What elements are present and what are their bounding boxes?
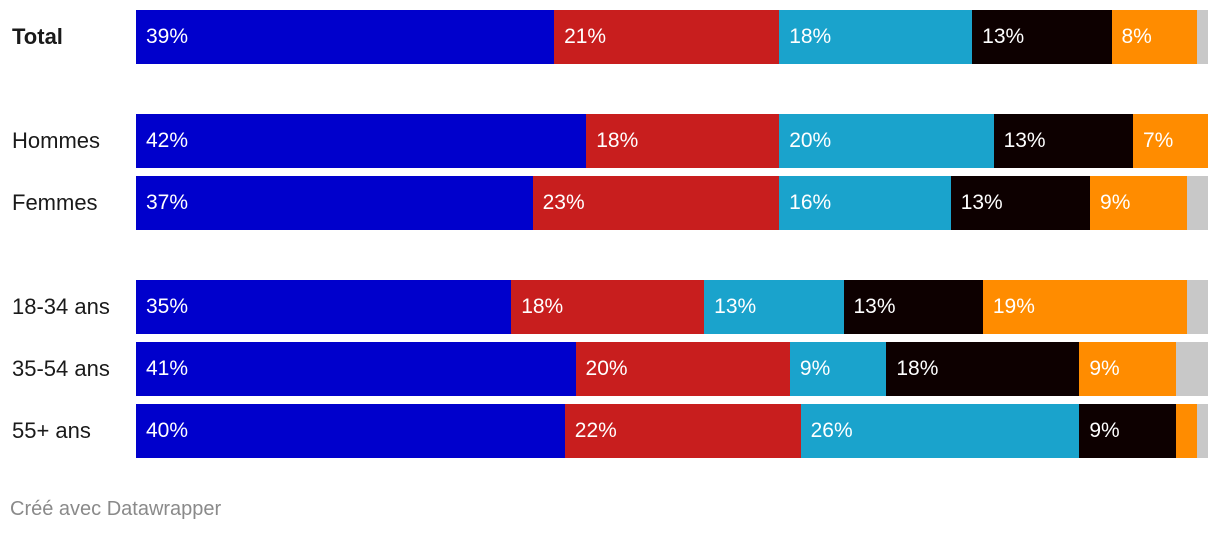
data-label: 13%: [960, 191, 1003, 214]
bar-segment: 20%: [575, 342, 790, 396]
bar-segment: 23%: [532, 176, 780, 230]
data-label: 20%: [585, 357, 628, 380]
bar-segment: 35%: [136, 280, 512, 334]
data-label: 19%: [992, 295, 1035, 318]
bar-segment: 22%: [564, 404, 801, 458]
bar-segment: 40%: [136, 404, 565, 458]
bar-row: 55+ ans 40% 22% 26% 9%: [0, 404, 1220, 458]
data-label: 18%: [789, 25, 832, 48]
bar-segment: 26%: [800, 404, 1080, 458]
bar-segment: 21%: [554, 10, 780, 64]
data-label: 13%: [714, 295, 757, 318]
bar-segment: 16%: [779, 176, 951, 230]
data-label: 16%: [789, 191, 832, 214]
data-label: 18%: [521, 295, 564, 318]
data-label: 37%: [146, 191, 189, 214]
data-label: 18%: [596, 129, 639, 152]
bar-segment: 18%: [779, 10, 973, 64]
bar-segment: 9%: [789, 342, 887, 396]
row-label: 55+ ans: [12, 418, 91, 443]
data-label: 7%: [1142, 129, 1174, 152]
bar-segment: 39%: [136, 10, 555, 64]
row-label: Femmes: [12, 190, 98, 215]
row-label: 18-34 ans: [12, 294, 110, 319]
bar-segment: 13%: [704, 280, 844, 334]
bar-segment: [1197, 404, 1208, 458]
bar-segment: [1175, 404, 1198, 458]
bar-segment: 8%: [1111, 10, 1198, 64]
bar-segment: [1186, 280, 1208, 334]
row-label: 35-54 ans: [12, 356, 110, 381]
stacked-bar: 35% 18% 13% 13% 19%: [136, 280, 1208, 334]
data-label: 9%: [1089, 357, 1120, 380]
data-label: 13%: [853, 295, 896, 318]
bar-row: Total 39% 21% 18% 13% 8%: [0, 10, 1220, 64]
data-label: 22%: [574, 419, 617, 442]
data-label: 13%: [1003, 129, 1046, 152]
stacked-bar: 37% 23% 16% 13% 9%: [136, 176, 1208, 230]
bar-segment: 9%: [1079, 342, 1176, 396]
bar-segment: 13%: [843, 280, 983, 334]
stacked-bar: 39% 21% 18% 13% 8%: [136, 10, 1208, 64]
data-label: 21%: [564, 25, 607, 48]
bar-row: Hommes 42% 18% 20% 13% 7%: [0, 114, 1220, 168]
bar-segment: 41%: [136, 342, 576, 396]
bar-segment: 13%: [993, 114, 1133, 168]
bar-segment: [1175, 342, 1208, 396]
row-label: Total: [12, 24, 63, 49]
data-label: 41%: [146, 357, 189, 380]
bar-segment: 18%: [586, 114, 780, 168]
data-label: 40%: [146, 419, 189, 442]
bar-segment: 9%: [1079, 404, 1176, 458]
bar-segment: 9%: [1090, 176, 1187, 230]
bar-segment: 19%: [982, 280, 1187, 334]
bar-row: Femmes 37% 23% 16% 13% 9%: [0, 176, 1220, 230]
bar-segment: 20%: [779, 114, 994, 168]
bar-segment: [1186, 176, 1208, 230]
bar-segment: 42%: [136, 114, 587, 168]
data-label: 9%: [1089, 419, 1120, 442]
bar-segment: 13%: [950, 176, 1091, 230]
data-label: 18%: [896, 357, 939, 380]
data-label: 9%: [1100, 191, 1131, 214]
bar-segment: 37%: [136, 176, 533, 230]
data-label: 26%: [810, 419, 853, 442]
data-label: 20%: [789, 129, 832, 152]
stacked-bar: 40% 22% 26% 9%: [136, 404, 1208, 458]
bar-segment: 7%: [1132, 114, 1208, 168]
bar-segment: 18%: [511, 280, 705, 334]
data-label: 23%: [542, 191, 585, 214]
data-label: 42%: [146, 129, 189, 152]
bar-segment: [1197, 10, 1208, 64]
data-label: 9%: [799, 357, 831, 380]
data-label: 35%: [146, 295, 189, 318]
stacked-bar: 41% 20% 9% 18% 9%: [136, 342, 1208, 396]
credit-text: Créé avec Datawrapper: [10, 498, 222, 520]
row-label: Hommes: [12, 128, 101, 153]
data-label: 39%: [146, 25, 189, 48]
bar-segment: 13%: [972, 10, 1112, 64]
stacked-bar: 42% 18% 20% 13% 7%: [136, 114, 1208, 168]
bar-segment: 18%: [886, 342, 1080, 396]
data-label: 13%: [982, 25, 1025, 48]
bar-row: 18-34 ans 35% 18% 13% 13% 19%: [0, 280, 1220, 334]
data-label: 8%: [1121, 25, 1152, 48]
bar-row: 35-54 ans 41% 20% 9% 18% 9%: [0, 342, 1220, 396]
